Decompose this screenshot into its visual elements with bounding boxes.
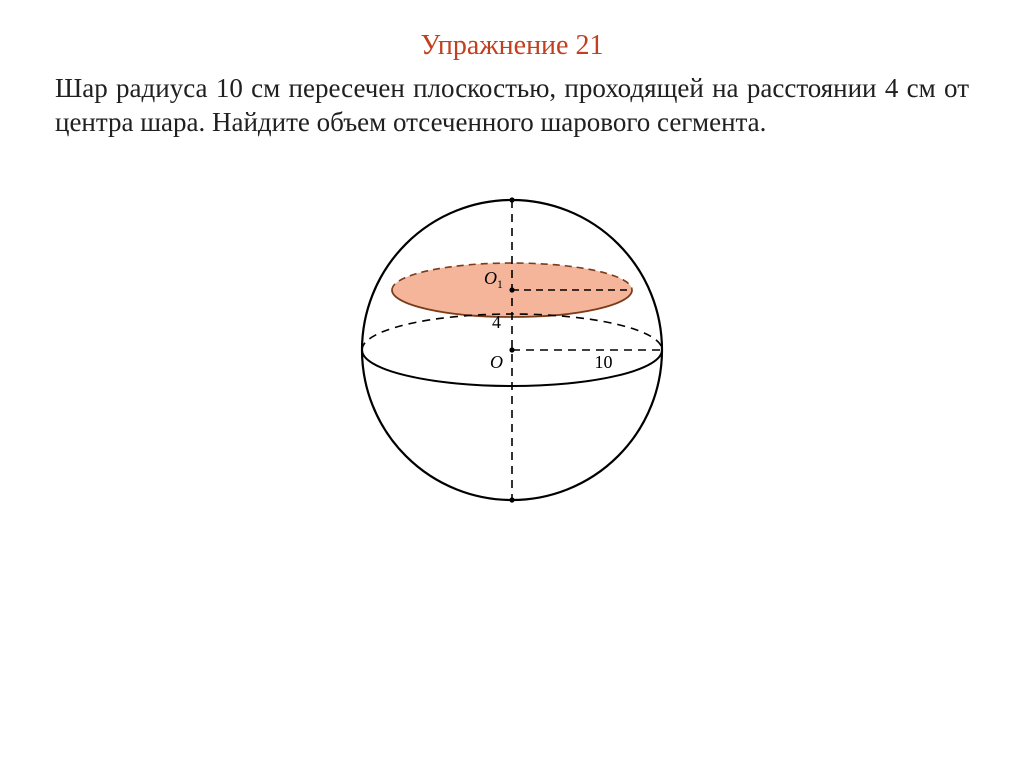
label-o1-sub: 1 bbox=[497, 278, 503, 291]
page: Упражнение 21 Шар радиуса 10 см пересече… bbox=[0, 0, 1024, 768]
south-pole-dot bbox=[509, 497, 514, 502]
label-o: O bbox=[490, 352, 503, 372]
label-radius: 10 bbox=[595, 352, 613, 372]
exercise-title: Упражнение 21 bbox=[55, 30, 969, 62]
problem-text: Шар радиуса 10 см пересечен плоскостью, … bbox=[55, 72, 969, 140]
north-pole-dot bbox=[509, 197, 514, 202]
center-dot bbox=[509, 347, 514, 352]
label-o1: O bbox=[484, 268, 497, 288]
label-distance: 4 bbox=[492, 312, 501, 332]
diagram-container: O14O10 bbox=[55, 170, 969, 530]
cap-center-dot bbox=[509, 287, 514, 292]
sphere-diagram: O14O10 bbox=[332, 170, 692, 530]
